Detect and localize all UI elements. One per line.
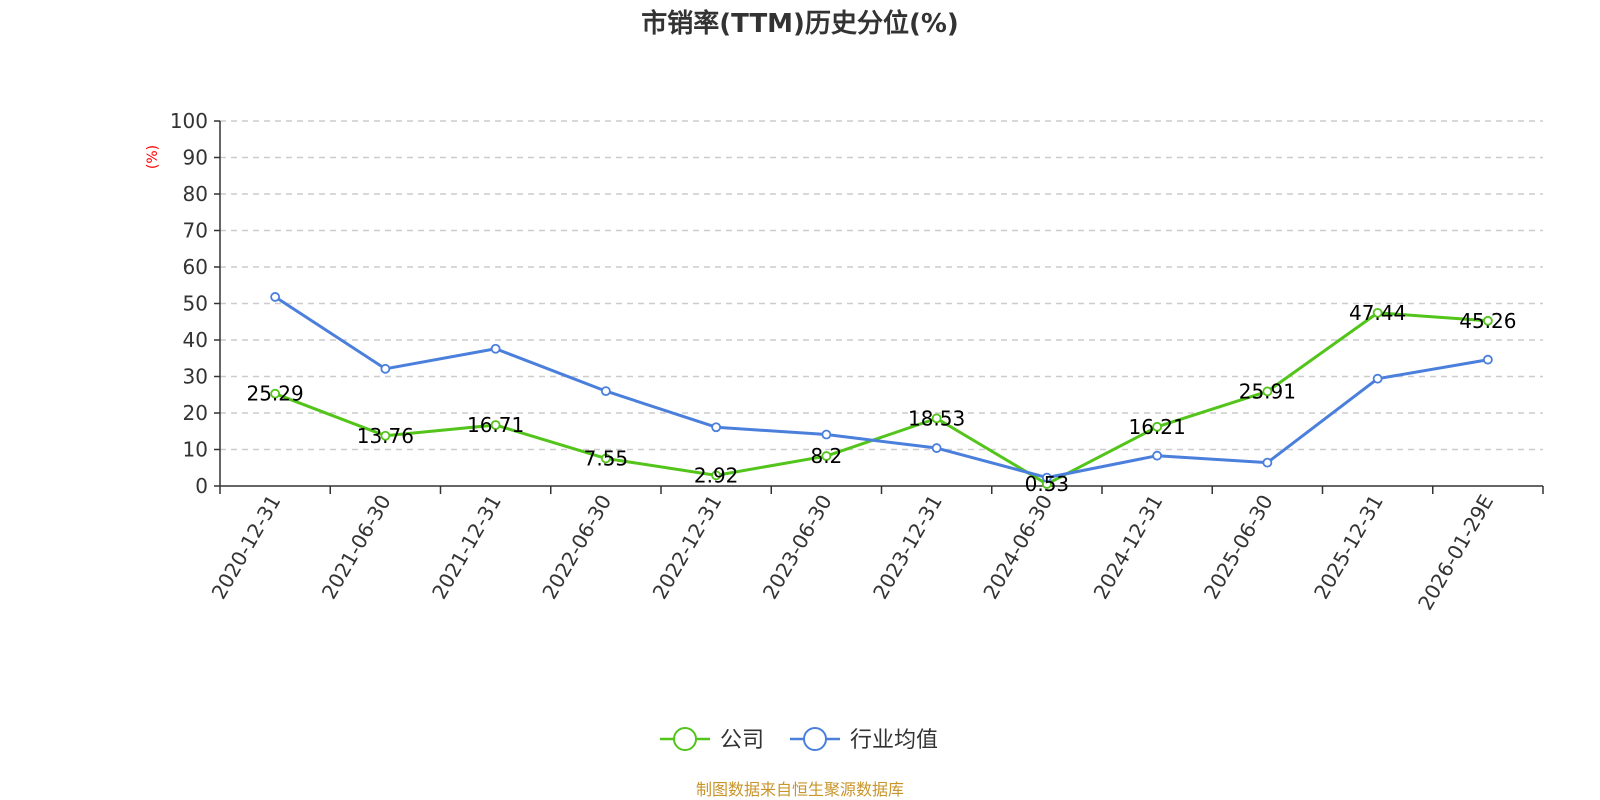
series-line-0 xyxy=(274,311,1488,486)
y-axis-label: (%) xyxy=(145,145,161,169)
x-tick-label: 2021-12-31 xyxy=(427,491,506,604)
data-label: 25.91 xyxy=(1239,379,1296,403)
y-tick-label: 30 xyxy=(183,365,208,389)
data-label: 2.92 xyxy=(694,463,739,487)
data-label: 13.76 xyxy=(357,424,414,448)
grid-lines xyxy=(220,120,1543,451)
x-tick-labels: 2020-12-31 2021-06-30 2021-12-31 2022-06-30… xyxy=(207,491,1499,615)
series-point-0 xyxy=(600,453,611,464)
series-point-0 xyxy=(380,430,391,441)
series-point-1 xyxy=(380,363,391,374)
y-tick-label: 0 xyxy=(195,474,208,498)
x-tick-label: 2022-12-31 xyxy=(648,491,727,604)
x-tick-label: 2025-12-31 xyxy=(1309,491,1388,604)
y-tick-label: 50 xyxy=(183,292,208,316)
series-line-1 xyxy=(274,295,1489,480)
y-tick-label: 60 xyxy=(183,255,208,279)
series-point-0 xyxy=(1152,421,1163,432)
x-tick-label: 2023-12-31 xyxy=(868,491,947,604)
chart-title: 市销率(TTM)历史分位(%) xyxy=(641,8,959,39)
series-point-1 xyxy=(1482,354,1493,365)
x-tick-label: 2021-06-30 xyxy=(317,491,396,604)
data-label: 8.2 xyxy=(810,444,842,468)
legend: 公司 行业均值 xyxy=(660,727,938,753)
y-tick-label: 80 xyxy=(183,182,208,206)
series-point-1 xyxy=(270,292,281,302)
series-layer xyxy=(270,292,1493,489)
series-point-1 xyxy=(1372,373,1383,384)
data-label: 16.21 xyxy=(1128,415,1185,439)
data-label: 18.53 xyxy=(908,406,965,430)
series-point-1 xyxy=(490,343,501,354)
y-tick-label: 100 xyxy=(170,109,208,133)
series-point-0 xyxy=(1262,386,1273,397)
y-tick-label: 20 xyxy=(183,401,208,425)
y-tick-label: 10 xyxy=(183,438,208,462)
series-point-1 xyxy=(821,429,832,440)
source-note: 制图数据来自恒生聚源数据库 xyxy=(696,780,904,799)
series-point-1 xyxy=(711,422,722,433)
series-point-1 xyxy=(1262,457,1273,468)
series-point-0 xyxy=(821,451,832,461)
axes xyxy=(214,120,1544,494)
y-tick-label: 40 xyxy=(183,328,208,352)
x-tick-label: 2023-06-30 xyxy=(758,491,837,604)
series-point-1 xyxy=(931,443,942,453)
series-point-1 xyxy=(600,386,611,397)
data-labels: 25.29 13.76 16.71 7.55 2.92 8.2 18.53 0.53 16.21… xyxy=(246,301,1516,496)
data-label: 25.29 xyxy=(246,382,303,406)
data-label: 0.53 xyxy=(1025,472,1070,496)
x-tick-label: 2024-06-30 xyxy=(978,491,1057,604)
series-point-0 xyxy=(711,470,722,481)
data-label: 45.26 xyxy=(1459,309,1516,333)
y-tick-labels: 0 10 20 30 40 50 60 70 80 90 100 xyxy=(170,109,208,498)
x-tick-label: 2022-06-30 xyxy=(537,491,616,604)
x-tick-label: 2025-06-30 xyxy=(1199,491,1278,604)
series-point-0 xyxy=(490,420,501,430)
series-point-1 xyxy=(1152,450,1163,461)
x-tick-label: 2024-12-31 xyxy=(1089,491,1168,604)
series-point-0 xyxy=(270,388,281,399)
x-tick-label: 2020-12-31 xyxy=(207,491,286,604)
data-label: 47.44 xyxy=(1349,301,1406,325)
legend-marker xyxy=(803,727,827,751)
legend-label: 行业均值 xyxy=(850,728,938,753)
series-point-0 xyxy=(1372,307,1383,318)
data-label: 7.55 xyxy=(584,446,629,470)
series-point-0 xyxy=(931,413,942,424)
series-point-0 xyxy=(1482,315,1493,326)
y-tick-label: 70 xyxy=(183,219,208,243)
legend-label: 公司 xyxy=(720,728,764,753)
x-tick-label: 2026-01-29E xyxy=(1413,491,1498,615)
y-tick-label: 90 xyxy=(183,146,208,170)
series-point-1 xyxy=(1041,472,1052,483)
legend-marker xyxy=(673,727,697,751)
data-label: 16.71 xyxy=(467,413,524,437)
